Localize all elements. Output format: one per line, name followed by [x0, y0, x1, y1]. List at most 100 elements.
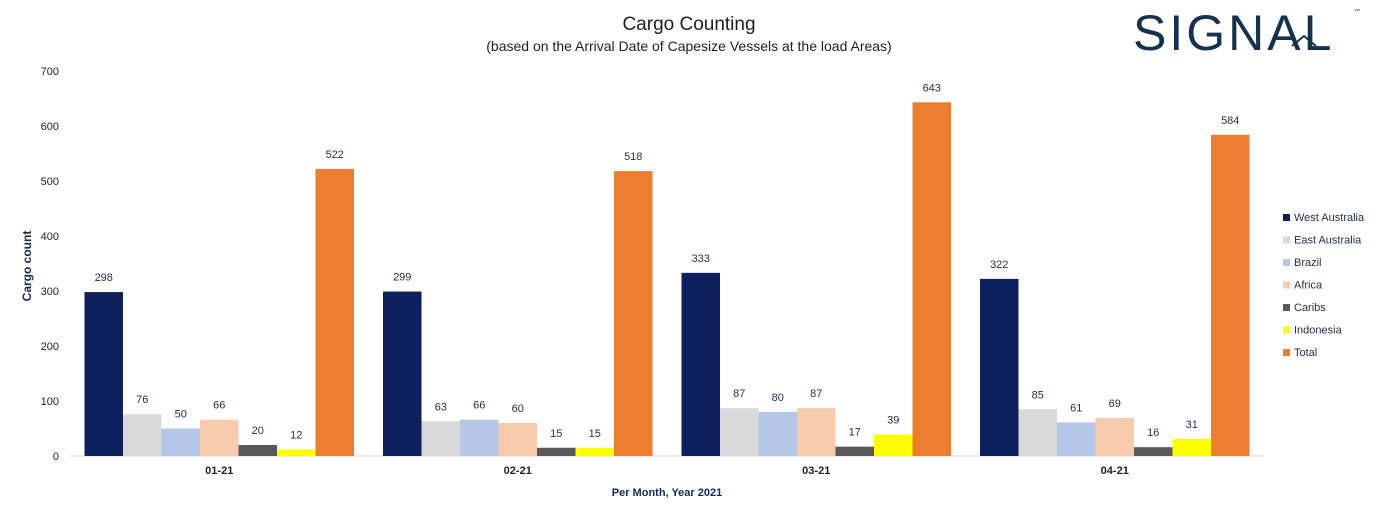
- bar-total: [315, 168, 354, 456]
- y-tick-label: 600: [41, 121, 59, 133]
- bar-indonesia: [874, 434, 913, 456]
- data-label: 299: [393, 272, 411, 284]
- bar-east-australia: [421, 421, 460, 456]
- y-tick-label: 0: [53, 451, 59, 463]
- legend-item: Caribs: [1283, 302, 1326, 314]
- y-tick-label: 700: [41, 66, 59, 78]
- bar-total: [614, 171, 653, 456]
- legend-item: Brazil: [1283, 257, 1322, 269]
- data-label: 12: [290, 429, 302, 441]
- bar-west-australia: [383, 291, 422, 456]
- bar-west-australia: [681, 272, 720, 456]
- category-label: 02-21: [504, 465, 532, 477]
- data-label: 39: [887, 415, 899, 427]
- legend-swatch: [1283, 326, 1290, 334]
- data-label: 85: [1032, 389, 1044, 401]
- data-label: 66: [213, 400, 225, 412]
- y-axis-ticks: 0 100 200 300 400 500 600 700: [41, 66, 59, 463]
- bar-indonesia: [575, 447, 614, 456]
- bar-brazil: [758, 412, 797, 456]
- data-label: 87: [810, 388, 822, 400]
- legend-label: Indonesia: [1294, 325, 1343, 337]
- data-label: 66: [473, 400, 485, 412]
- y-tick-label: 100: [41, 396, 59, 408]
- data-label: 333: [692, 253, 710, 265]
- bar-west-australia: [980, 278, 1019, 456]
- data-label: 17: [849, 427, 861, 439]
- legend-label: Total: [1294, 347, 1317, 359]
- data-label: 50: [175, 409, 187, 421]
- legend-swatch: [1283, 304, 1290, 311]
- data-label: 87: [733, 388, 745, 400]
- data-labels: 298 76 50 66 20 12 522 299 63 66 60 15 15 518 333 87 80 8…: [95, 82, 1240, 441]
- legend-swatch: [1283, 214, 1290, 221]
- legend-label: Africa: [1294, 280, 1323, 292]
- legend-label: East Australia: [1294, 235, 1362, 247]
- legend-item: West Australia: [1283, 212, 1365, 224]
- category-labels: 01-21 02-21 03-21 04-21: [205, 465, 1129, 477]
- logo-text: SIGNAL: [1133, 5, 1334, 61]
- y-tick-label: 500: [41, 176, 59, 188]
- logo-mark: [1291, 34, 1317, 47]
- data-label: 61: [1070, 402, 1082, 414]
- y-tick-label: 200: [41, 341, 59, 353]
- legend-swatch: [1283, 259, 1290, 266]
- data-label: 20: [252, 425, 264, 437]
- data-label: 80: [772, 392, 784, 404]
- legend-label: Brazil: [1294, 257, 1322, 269]
- y-tick-label: 300: [41, 286, 59, 298]
- bar-total: [1211, 134, 1250, 457]
- bar-east-australia: [123, 414, 162, 456]
- signal-logo: SIGNAL ™: [1133, 5, 1360, 61]
- data-label: 298: [95, 272, 113, 284]
- bar-caribs: [537, 447, 576, 456]
- bar-brazil: [161, 428, 200, 456]
- legend-item: Africa: [1283, 280, 1323, 292]
- legend-label: West Australia: [1294, 212, 1365, 224]
- bar-africa: [498, 423, 537, 456]
- bar-east-australia: [1018, 409, 1057, 456]
- bar-caribs: [1134, 447, 1173, 456]
- legend-item: East Australia: [1283, 235, 1362, 247]
- data-label: 584: [1221, 115, 1239, 127]
- bar-caribs: [835, 446, 874, 456]
- bar-indonesia: [277, 449, 316, 456]
- data-label: 60: [512, 403, 524, 415]
- y-tick-label: 400: [41, 231, 59, 243]
- legend-swatch: [1283, 236, 1290, 244]
- bar-caribs: [238, 445, 277, 456]
- data-label: 76: [136, 394, 148, 406]
- data-label: 15: [589, 428, 601, 440]
- x-axis-label: Per Month, Year 2021: [612, 487, 722, 499]
- legend-swatch: [1283, 281, 1290, 289]
- legend-item: Indonesia: [1283, 325, 1343, 337]
- bar-brazil: [460, 419, 499, 456]
- bar-africa: [797, 408, 836, 456]
- bar-africa: [200, 419, 239, 456]
- category-label: 01-21: [205, 465, 233, 477]
- bar-west-australia: [84, 292, 123, 456]
- legend: West Australia East Australia Brazil Africa…: [1283, 212, 1365, 359]
- data-label: 643: [923, 82, 941, 94]
- legend-item: Total: [1283, 347, 1317, 359]
- legend-label: Caribs: [1294, 302, 1326, 314]
- bar-indonesia: [1172, 438, 1211, 456]
- y-axis-label: Cargo count: [20, 231, 34, 302]
- chart-subtitle: (based on the Arrival Date of Capesize V…: [486, 38, 891, 54]
- data-label: 63: [435, 401, 447, 413]
- data-label: 518: [624, 151, 642, 163]
- category-label: 03-21: [802, 465, 830, 477]
- bar-east-australia: [720, 408, 759, 456]
- bars: [84, 102, 1250, 457]
- data-label: 31: [1186, 419, 1198, 431]
- logo-trademark: ™: [1354, 8, 1360, 15]
- data-label: 522: [326, 149, 344, 161]
- bar-brazil: [1057, 422, 1096, 456]
- data-label: 16: [1147, 427, 1159, 439]
- data-label: 322: [990, 259, 1008, 271]
- data-label: 15: [550, 428, 562, 440]
- category-label: 04-21: [1101, 465, 1129, 477]
- data-label: 69: [1109, 398, 1121, 410]
- legend-swatch: [1283, 349, 1290, 356]
